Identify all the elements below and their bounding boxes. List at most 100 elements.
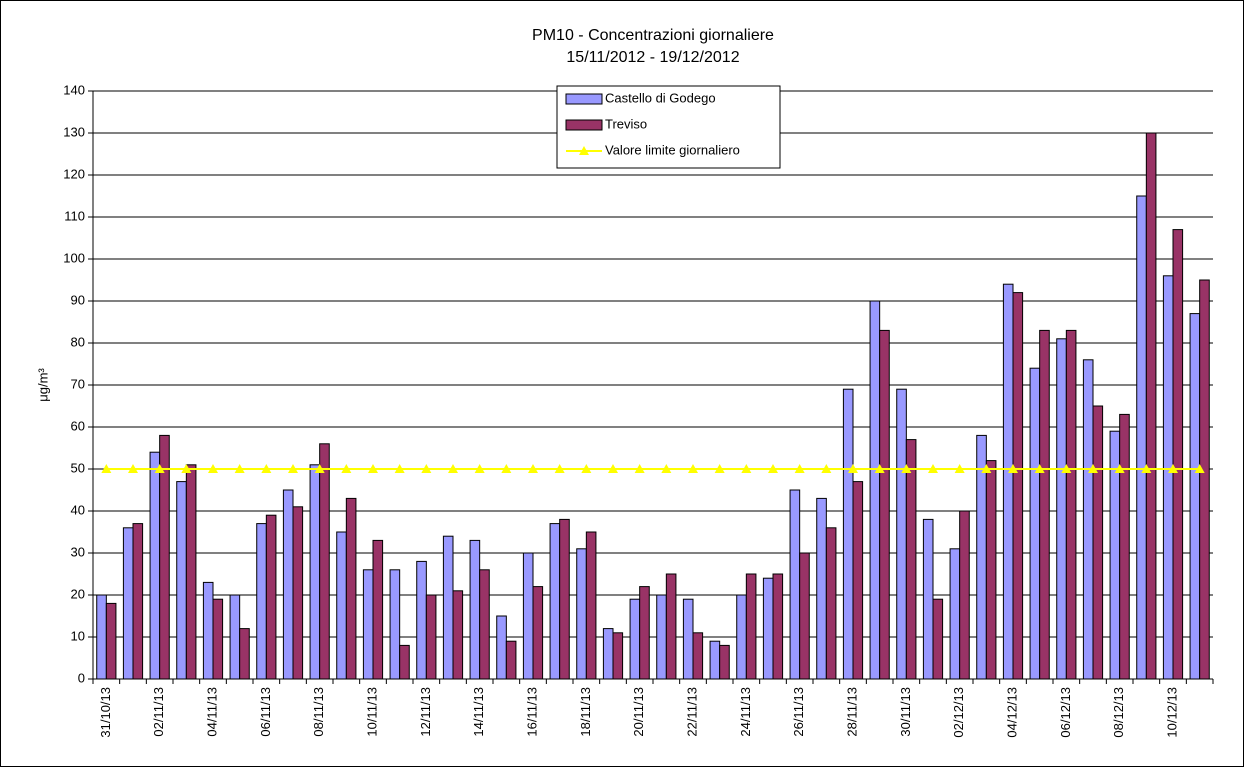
bar	[922, 518, 934, 680]
bar	[1082, 359, 1094, 680]
bar	[585, 531, 597, 680]
limit-marker	[261, 464, 272, 473]
x-tick-label: 08/11/13	[311, 687, 326, 737]
bar	[639, 586, 650, 680]
x-tick-label: 31/10/13	[98, 687, 113, 738]
limit-marker	[661, 464, 672, 473]
bar	[932, 598, 944, 680]
bar	[1199, 279, 1210, 680]
bar	[842, 388, 854, 680]
bar	[656, 594, 667, 680]
bar	[985, 460, 997, 680]
limit-marker	[128, 464, 138, 473]
limit-marker	[581, 464, 592, 473]
bar	[239, 628, 250, 680]
bar	[309, 464, 321, 680]
bar	[469, 539, 481, 680]
bar	[1092, 405, 1104, 680]
limit-marker	[288, 464, 298, 473]
x-tick-label: 12/11/13	[418, 687, 433, 737]
bar	[869, 300, 881, 680]
limit-marker	[981, 464, 992, 473]
limit-marker	[368, 464, 378, 473]
bar	[96, 594, 107, 680]
bar	[202, 581, 214, 680]
bar	[852, 481, 864, 680]
bar	[292, 506, 304, 680]
y-tick-label: 80	[71, 334, 85, 349]
bar	[1056, 338, 1067, 680]
chart-title: PM10 - Concentrazioni giornaliere	[532, 27, 774, 44]
bar	[479, 569, 490, 680]
limit-marker	[234, 464, 245, 473]
limit-marker	[341, 464, 352, 473]
bar	[282, 489, 294, 680]
legend-label: Valore limite giornaliero	[605, 142, 740, 157]
limit-marker	[768, 464, 778, 473]
y-tick-label: 70	[71, 376, 85, 391]
y-tick-label: 110	[64, 208, 85, 223]
bar	[905, 439, 917, 680]
bar	[1172, 229, 1184, 680]
limit-marker	[688, 464, 698, 473]
y-tick-label: 0	[78, 670, 85, 685]
bar	[425, 594, 437, 680]
limit-marker	[101, 464, 112, 473]
bar	[389, 569, 401, 680]
legend-label: Treviso	[605, 116, 647, 131]
bar	[336, 531, 347, 680]
bar	[319, 443, 330, 680]
limit-marker	[394, 464, 405, 473]
bar	[549, 523, 561, 680]
bar	[256, 523, 267, 680]
limit-marker	[501, 464, 512, 473]
limit-marker	[181, 464, 192, 473]
x-tick-label: 04/12/13	[1004, 687, 1019, 738]
limit-marker	[794, 464, 805, 473]
bar	[1189, 313, 1201, 680]
limit-marker	[1061, 464, 1072, 473]
bar	[1029, 367, 1041, 680]
limit-marker	[741, 464, 752, 473]
limit-marker	[208, 464, 218, 473]
limit-marker	[448, 464, 458, 473]
y-tick-label: 130	[63, 124, 85, 139]
bar	[345, 497, 357, 680]
bar	[1065, 329, 1077, 680]
x-tick-label: 20/11/13	[631, 687, 646, 737]
y-tick-label: 50	[71, 460, 85, 475]
x-tick-label: 02/12/13	[951, 687, 966, 738]
chart-subtitle: 15/11/2012 - 19/12/2012	[566, 49, 739, 66]
limit-marker	[848, 464, 858, 473]
bar	[149, 451, 161, 680]
limit-marker	[821, 464, 832, 473]
limit-marker	[1034, 464, 1045, 473]
y-tick-label: 10	[71, 628, 85, 643]
x-tick-label: 18/11/13	[578, 687, 593, 737]
bar	[816, 497, 827, 680]
bar	[949, 548, 961, 680]
bar	[176, 481, 187, 680]
x-tick-label: 22/11/13	[684, 687, 699, 737]
bar	[362, 569, 374, 680]
bar	[442, 535, 454, 680]
bar	[602, 628, 614, 680]
bar	[576, 548, 587, 680]
legend-swatch	[565, 119, 603, 131]
bar	[559, 518, 570, 680]
legend-swatch	[579, 146, 589, 155]
x-tick-label: 26/11/13	[791, 687, 806, 737]
y-tick-label: 120	[63, 166, 85, 181]
bar	[612, 632, 624, 680]
bar	[789, 489, 801, 680]
bar	[799, 552, 810, 680]
bar	[825, 527, 837, 680]
bar	[1145, 132, 1157, 680]
bar	[1119, 413, 1130, 680]
x-tick-label: 28/11/13	[844, 687, 859, 737]
x-tick-label: 24/11/13	[738, 687, 753, 737]
bar	[532, 586, 544, 680]
bar	[1162, 275, 1174, 680]
bar	[399, 644, 410, 680]
